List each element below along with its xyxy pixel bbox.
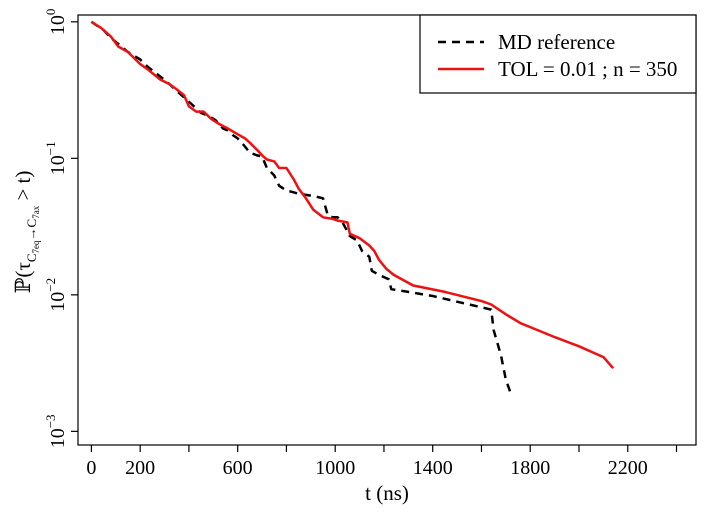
x-tick-label: 2200 <box>608 457 648 479</box>
x-axis: 0 200 600 1000 1400 1800 2200 <box>86 445 678 479</box>
y-tick-label-text: 10−1 <box>43 141 69 175</box>
y-axis-title-text: ℙ(τC7eq→C7ax > t) <box>11 171 41 294</box>
y-tick-label: 10−2 <box>43 278 69 312</box>
y-title-arrow: → <box>24 227 39 240</box>
y-axis: 100 10−1 10−2 10−3 <box>43 9 78 448</box>
x-tick-label: 1000 <box>315 457 355 479</box>
legend-label-md-reference: MD reference <box>498 30 615 54</box>
x-tick-label: 1800 <box>510 457 550 479</box>
y-title-open: (τ <box>11 262 35 277</box>
x-tick-label: 0 <box>86 457 96 479</box>
series-line-md-reference <box>90 20 512 394</box>
y-title-close: > t) <box>11 171 35 206</box>
y-tick-label-text: 10−3 <box>43 414 69 448</box>
y-tick-label-text: 100 <box>43 9 69 36</box>
x-tick-label: 1400 <box>413 457 453 479</box>
y-title-prob: ℙ <box>11 277 35 293</box>
series-line-tol <box>90 20 615 370</box>
y-axis-title: ℙ(τC7eq→C7ax > t) <box>11 171 41 294</box>
y-tick-label: 10−3 <box>43 414 69 448</box>
x-axis-title: t (ns) <box>365 481 409 505</box>
legend-label-tol: TOL = 0.01 ; n = 350 <box>498 57 677 81</box>
legend: MD reference TOL = 0.01 ; n = 350 <box>419 14 697 94</box>
legend-box <box>419 14 697 94</box>
y-title-sub-a: C <box>24 253 39 262</box>
x-tick-label: 200 <box>125 457 155 479</box>
y-title-sub-b: C <box>24 219 39 228</box>
y-tick-label: 10−1 <box>43 141 69 175</box>
x-tick-label: 600 <box>223 457 253 479</box>
y-tick-label-text: 10−2 <box>43 278 69 312</box>
y-title-sub-a-sub: 7eq <box>31 240 41 253</box>
plot-frame <box>77 14 697 446</box>
y-title-sub-b-sub: 7ax <box>31 205 41 218</box>
y-tick-label: 100 <box>43 9 69 36</box>
series-layer <box>90 20 615 394</box>
